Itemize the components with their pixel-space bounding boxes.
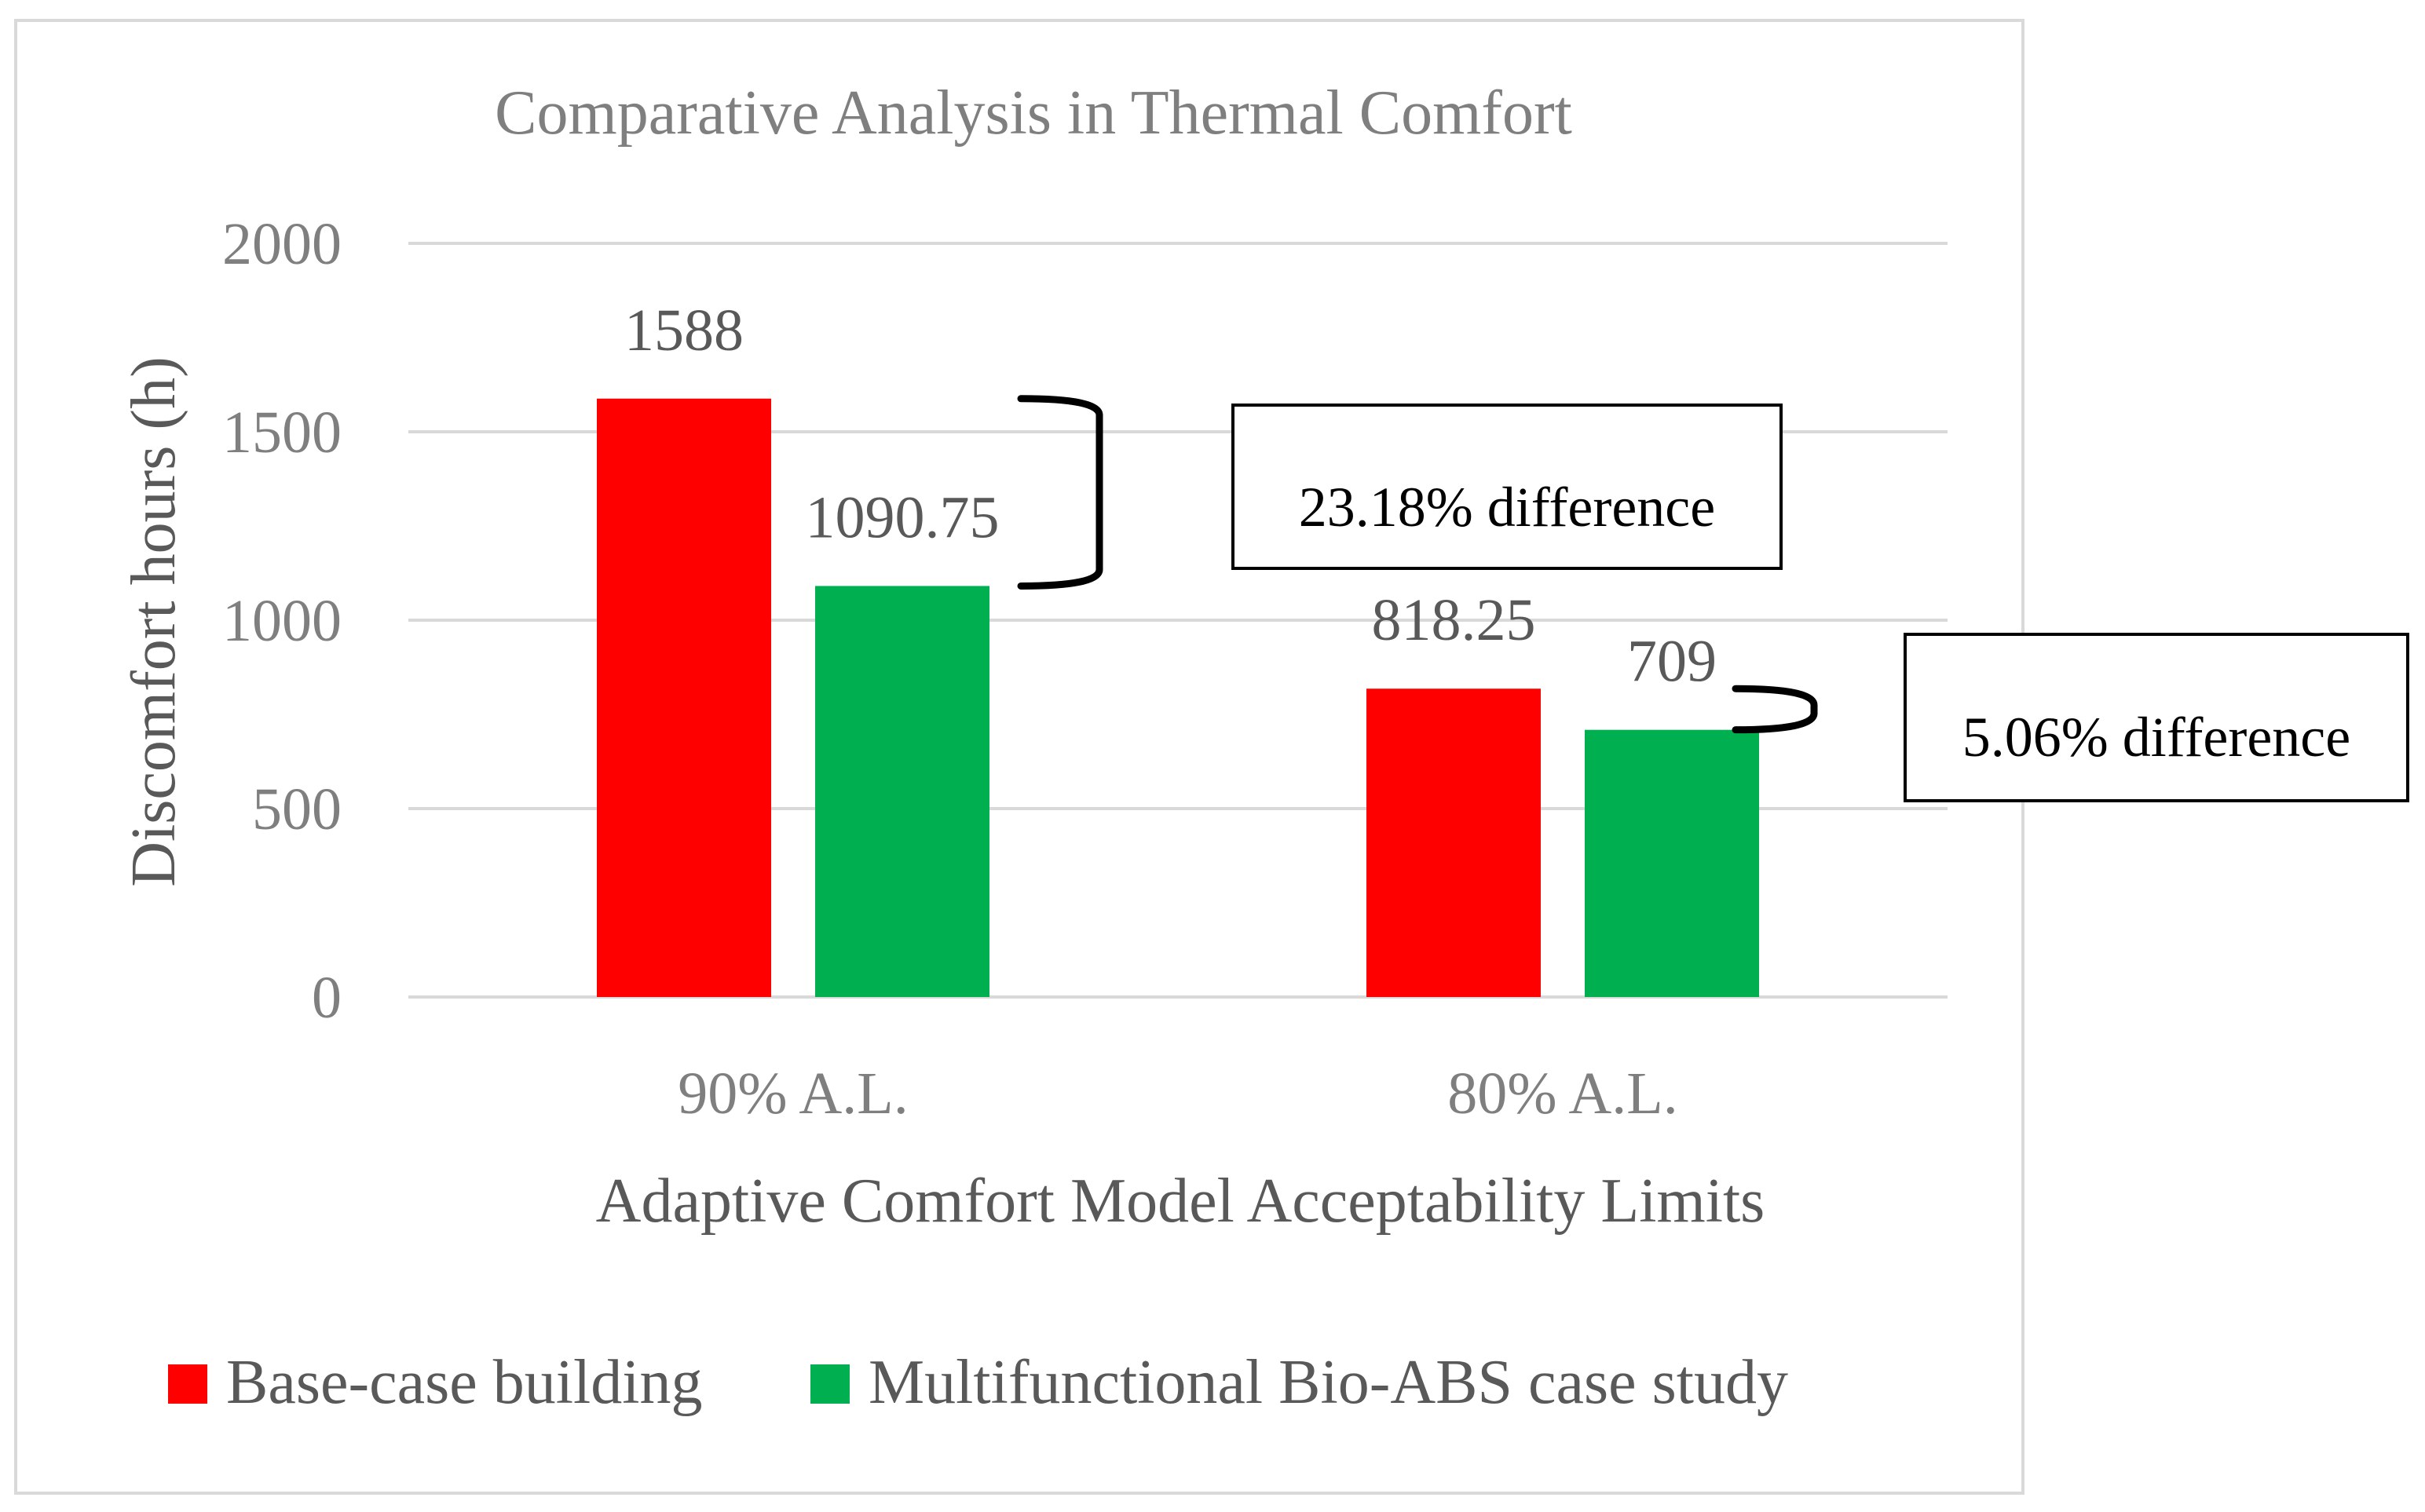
annotation-text: 5.06% difference xyxy=(1962,706,2350,769)
bar xyxy=(1366,688,1541,997)
legend: Base-case building Multifunctional Bio-AB… xyxy=(168,1348,1788,1417)
data-label: 1090.75 xyxy=(806,484,1000,550)
legend-swatch xyxy=(810,1364,850,1404)
y-tick-label: 1500 xyxy=(222,400,342,466)
bar xyxy=(815,586,989,997)
bar xyxy=(1585,729,1759,997)
bracket xyxy=(1732,685,1818,734)
data-label: 709 xyxy=(1627,629,1717,695)
legend-label: Multifunctional Bio-ABS case study xyxy=(869,1348,1788,1417)
bars: 1588 1090.75 818.25 709 xyxy=(597,298,1759,997)
legend-label: Base-case building xyxy=(226,1348,702,1417)
y-axis-label: Discomfort hours (h) xyxy=(119,356,188,886)
chart-title: Comparative Analysis in Thermal Comfort xyxy=(495,79,1572,148)
x-tick-label: 80% A.L. xyxy=(1447,1061,1677,1127)
x-axis-label: Adaptive Comfort Model Acceptability Lim… xyxy=(596,1167,1765,1236)
annotation-text: 23.18% difference xyxy=(1299,476,1715,539)
annotation-box xyxy=(1231,404,1783,570)
y-tick-label: 2000 xyxy=(222,211,342,277)
y-tick-label: 1000 xyxy=(222,588,342,654)
bracket xyxy=(1017,395,1103,590)
legend-swatch xyxy=(168,1364,207,1404)
data-label: 818.25 xyxy=(1372,587,1536,653)
bar xyxy=(597,398,771,997)
annotations: 23.18% difference 5.06% difference xyxy=(1017,395,2409,802)
y-tick-label: 0 xyxy=(312,965,342,1031)
x-axis-ticks: 90% A.L. 80% A.L. xyxy=(678,1061,1677,1127)
y-axis-ticks: 0 500 1000 1500 2000 xyxy=(222,211,342,1031)
data-label: 1588 xyxy=(624,298,744,363)
x-tick-label: 90% A.L. xyxy=(678,1061,908,1127)
y-tick-label: 500 xyxy=(252,776,342,842)
annotation-box xyxy=(1904,633,2409,802)
